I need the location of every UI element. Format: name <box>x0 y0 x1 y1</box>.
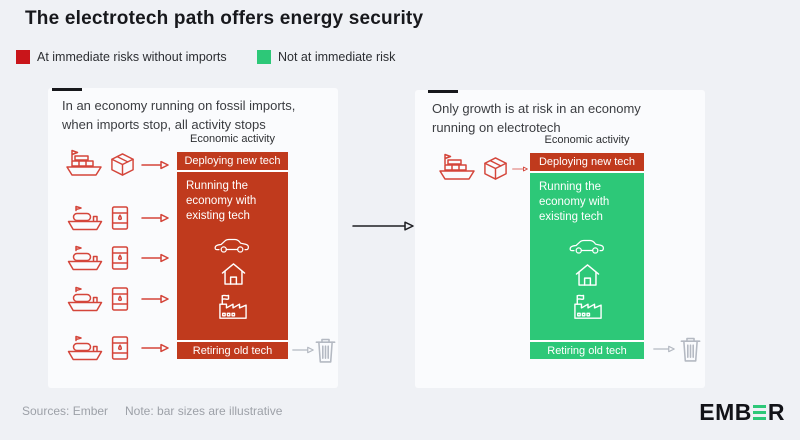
trash-arrow-icon <box>292 346 314 354</box>
legend-item-at-risk: At immediate risks without imports <box>16 50 227 64</box>
panel-heading: Only growth is at risk in an economy run… <box>432 101 641 135</box>
arrow-right-icon <box>141 160 169 170</box>
segment-retiring: Retiring old tech <box>530 340 644 359</box>
arrow-right-icon <box>512 164 528 174</box>
legend-item-not-at-risk: Not at immediate risk <box>257 50 395 64</box>
tanker-ship-icon <box>66 244 104 272</box>
activity-column-fossil: Deploying new tech Running the economy w… <box>177 152 288 359</box>
panel-heading: In an economy running on fossil imports,… <box>62 98 296 132</box>
house-icon <box>574 262 601 287</box>
oil-barrel-icon <box>110 286 130 312</box>
section-dash <box>52 88 82 91</box>
economic-activity-label: Economic activity <box>190 133 275 145</box>
arrow-right-icon <box>141 253 169 263</box>
panel-electrotech: Only growth is at risk in an economy run… <box>415 90 705 388</box>
cargo-ship-icon <box>437 152 477 182</box>
oil-barrel-icon <box>110 245 130 271</box>
logo-text-prefix: EMB <box>699 399 752 425</box>
factory-icon <box>571 293 605 321</box>
footer-note: Note: bar sizes are illustrative <box>125 404 283 418</box>
segment-deploying: Deploying new tech <box>177 152 288 172</box>
segment-running: Running the economy with existing tech <box>177 172 288 340</box>
legend-label: At immediate risks without imports <box>37 50 227 64</box>
ember-logo: EMB R <box>699 399 785 426</box>
arrow-right-icon <box>141 343 169 353</box>
arrow-right-icon <box>141 213 169 223</box>
logo-text-suffix: R <box>767 399 785 425</box>
car-icon <box>214 237 252 254</box>
segment-retiring: Retiring old tech <box>177 340 288 359</box>
segment-running: Running the economy with existing tech <box>530 173 644 340</box>
legend-swatch-green <box>257 50 271 64</box>
legend-swatch-red <box>16 50 30 64</box>
trash-arrow-icon <box>653 345 675 353</box>
arrow-right-icon <box>141 294 169 304</box>
oil-barrel-icon <box>110 335 130 361</box>
oil-barrel-icon <box>110 205 130 231</box>
car-icon <box>569 238 607 255</box>
tanker-ship-icon <box>66 334 104 362</box>
trash-icon <box>314 337 337 364</box>
transition-arrow-icon <box>352 221 414 231</box>
house-icon <box>220 261 247 286</box>
tanker-ship-icon <box>66 285 104 313</box>
page-title: The electrotech path offers energy secur… <box>25 8 424 29</box>
cargo-ship-icon <box>64 148 104 178</box>
factory-icon <box>216 293 250 321</box>
activity-column-electrotech: Deploying new tech Running the economy w… <box>530 153 644 359</box>
logo-bars-icon <box>753 404 767 421</box>
economic-activity-label: Economic activity <box>544 134 630 146</box>
footer-sources: Sources: Ember <box>22 404 109 418</box>
section-dash <box>428 90 458 93</box>
legend-label: Not at immediate risk <box>278 50 396 64</box>
segment-deploying: Deploying new tech <box>530 153 644 173</box>
panel-fossil: In an economy running on fossil imports,… <box>48 88 338 388</box>
trash-icon <box>679 336 702 363</box>
tanker-ship-icon <box>66 204 104 232</box>
package-icon <box>483 156 508 181</box>
package-icon <box>110 152 135 177</box>
